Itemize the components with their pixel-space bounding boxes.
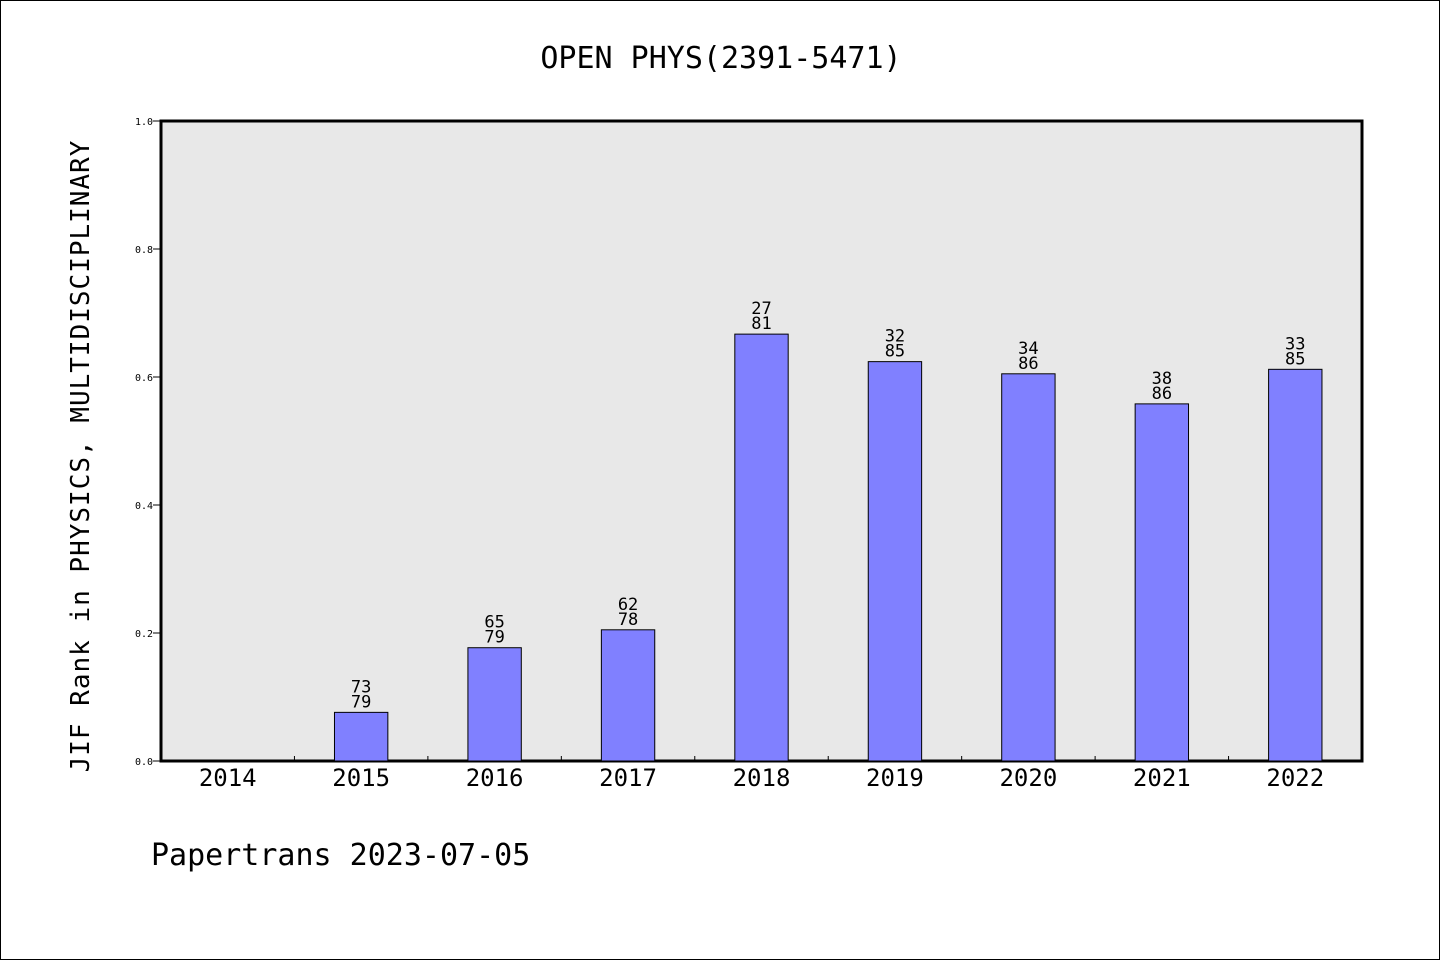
x-tick-label: 2019: [866, 764, 924, 792]
x-tick-label: 2018: [733, 764, 791, 792]
y-tick-label: 0.0: [135, 757, 153, 768]
bar-label-rank: 27: [751, 299, 771, 319]
bar-label-total: 86: [1018, 354, 1038, 374]
bar-label-rank: 73: [351, 677, 371, 697]
bar-2016: [467, 647, 522, 762]
bar-label-total: 78: [618, 610, 638, 630]
x-tick-label: 2015: [332, 764, 390, 792]
x-tick-label: 2014: [199, 764, 257, 792]
bar-label-total: 79: [351, 692, 371, 712]
bar-label-rank: 65: [484, 613, 504, 633]
footer-credit: Papertrans 2023-07-05: [151, 838, 530, 873]
bar-2018: [734, 333, 789, 762]
y-tick-label: 1.0: [135, 117, 153, 128]
x-tick-label: 2020: [999, 764, 1057, 792]
bar-label-rank: 38: [1152, 369, 1172, 389]
bar-label-total: 86: [1152, 384, 1172, 404]
bar-2015: [333, 711, 389, 762]
x-tick-label: 2016: [466, 764, 524, 792]
bar-2020: [1001, 373, 1056, 762]
y-tick-label: 0.4: [135, 501, 153, 512]
x-tick-label: 2022: [1266, 764, 1324, 792]
bar-2019: [867, 361, 923, 762]
bar-2022: [1268, 368, 1323, 762]
x-tick-label: 2017: [599, 764, 657, 792]
bar-label-total: 81: [751, 314, 771, 334]
bar-label-rank: 62: [618, 595, 638, 615]
bar-2021: [1134, 403, 1190, 762]
bar-label-rank: 34: [1018, 339, 1038, 359]
bar-label-total: 85: [885, 342, 905, 362]
bar-label-total: 85: [1285, 349, 1305, 369]
bar-label-total: 79: [484, 628, 504, 648]
x-tick-label: 2021: [1133, 764, 1191, 792]
bar-label-rank: 32: [885, 327, 905, 347]
y-tick-label: 0.2: [135, 629, 153, 640]
bar-2017: [600, 629, 656, 762]
chart-title: OPEN PHYS(2391-5471): [540, 41, 901, 76]
y-tick-label: 0.8: [135, 245, 153, 256]
y-tick-label: 0.6: [135, 373, 153, 384]
y-axis-label: JIF Rank in PHYSICS, MULTIDISCIPLINARY: [66, 140, 96, 773]
bar-label-rank: 33: [1285, 334, 1305, 354]
